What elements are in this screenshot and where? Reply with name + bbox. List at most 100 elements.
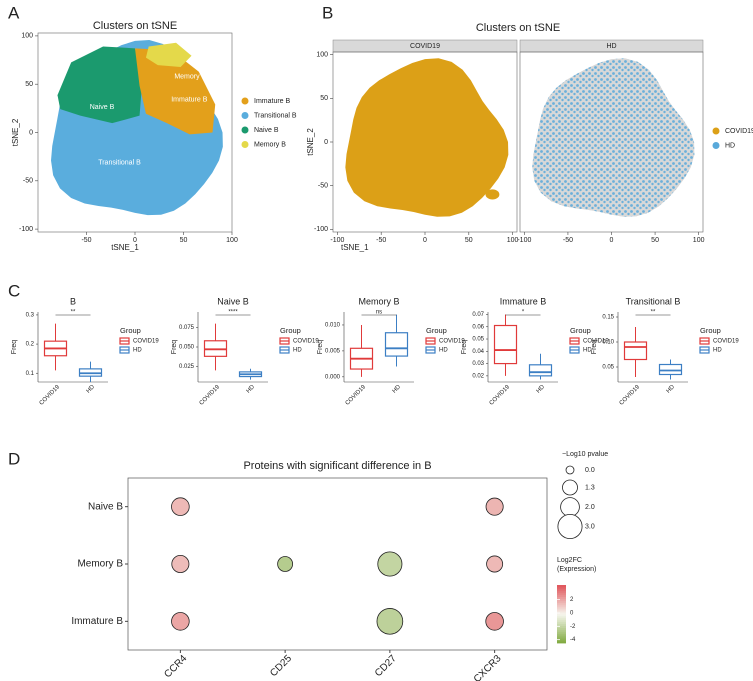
x-tick-label: HD [86,384,97,395]
x-tick-label: CD25 [268,653,294,679]
color-bar [557,600,566,603]
legend-label: COVID19 [439,339,465,345]
cluster-cloud [485,189,500,200]
legend-label: Naive B [254,127,279,134]
x-tick-label: HD [666,384,677,395]
y-tick-label: 0.05 [602,365,614,371]
bubble [171,612,190,631]
x-tick-label: -50 [563,237,573,244]
x-tick-label: 100 [226,237,238,244]
y-axis-label: Freq [317,340,324,355]
color-bar [557,625,566,628]
significance-label: ** [651,310,656,316]
bubble [377,551,403,577]
x-tick-label: 0 [610,237,614,244]
chart-title: B [70,296,76,306]
bubble [171,555,190,573]
panel-label: D [8,449,20,468]
y-tick-label: 0.06 [472,324,484,330]
panel-label: B [322,3,333,22]
x-tick-label: COVID19 [489,384,512,407]
legend-title: Group [426,326,447,335]
size-legend-mark [565,465,575,475]
legend-label: COVID19 [293,339,319,345]
x-tick-label: CD27 [373,653,399,679]
y-tick-label: 0 [324,139,328,146]
x-tick-label: 100 [693,237,705,244]
y-tick-label: Immature B [71,616,123,627]
y-tick-label: Naive B [88,501,123,512]
y-tick-label: 0.000 [325,374,341,380]
color-bar [557,629,566,632]
size-legend-label: 2.0 [585,504,595,511]
box [658,363,683,376]
y-tick-label: 0.075 [179,325,195,331]
color-tick-label: 0 [570,611,574,617]
color-bar [557,637,566,640]
legend-title: Group [120,326,141,335]
color-bar [557,592,566,596]
chart-title: Proteins with significant difference in … [243,460,431,472]
cluster-label: Naive B [90,104,115,111]
color-bar [557,594,566,597]
y-tick-label: 0.005 [325,348,341,354]
color-legend-title: (Expression) [557,566,596,573]
legend-swatch [712,142,720,149]
y-tick-label: 0.050 [179,345,195,351]
x-tick-label: COVID19 [199,384,222,407]
color-legend-title: Log2FC [557,557,582,564]
x-tick-label: 50 [465,237,473,244]
color-bar [557,635,566,638]
x-tick-label: 0 [423,237,427,244]
size-legend-title: −Log10 pvalue [562,451,608,458]
color-bar [557,623,566,626]
cluster-label: Transitional B [98,159,141,166]
y-axis-label: Freq [11,340,18,355]
legend-label: HD [293,348,302,354]
color-bar [557,602,566,605]
x-tick-label: HD [536,384,547,395]
chart-title: Immature B [500,296,547,306]
color-bar [557,598,566,601]
x-tick-label: -50 [81,237,91,244]
legend-title: Group [280,326,301,335]
x-axis-label: tSNE_1 [111,243,139,252]
color-tick-label: -2 [570,624,576,630]
color-tick-label: 2 [570,597,574,603]
color-bar [557,585,566,588]
chart-title: Clusters on tSNE [476,22,560,34]
x-tick-label: HD [392,384,403,395]
size-legend-mark [562,479,578,496]
legend-swatch [241,141,249,148]
legend-label: HD [133,348,142,354]
y-tick-label: 0.1 [26,371,35,377]
bubble [376,608,404,635]
x-tick-label: 50 [180,237,188,244]
bubble [486,555,504,573]
box [493,324,518,365]
y-tick-label: 0.010 [325,323,341,329]
bubble [485,612,504,631]
x-tick-label: -100 [517,237,531,244]
y-axis-label: Freq [591,340,598,355]
color-bar [557,641,566,644]
y-tick-label: 0.05 [472,337,484,343]
y-tick-label: 0.03 [472,361,484,367]
chart-title: Transitional B [626,296,681,306]
legend-label: Immature B [254,98,291,105]
color-bar [557,619,566,623]
x-tick-label: 50 [651,237,659,244]
chart-title: Memory B [358,296,399,306]
color-bar [557,639,566,642]
y-tick-label: -100 [314,226,328,233]
significance-label: ** [71,310,76,316]
legend-label: COVID19 [583,339,609,345]
legend-label: COVID19 [713,339,739,345]
panel-label: C [8,281,20,300]
color-bar [557,633,566,636]
x-tick-label: COVID19 [619,384,642,407]
size-legend-label: 3.0 [585,523,595,530]
y-tick-label: 0.025 [179,364,195,370]
x-tick-label: 100 [507,237,519,244]
x-tick-label: CCR4 [162,653,189,680]
